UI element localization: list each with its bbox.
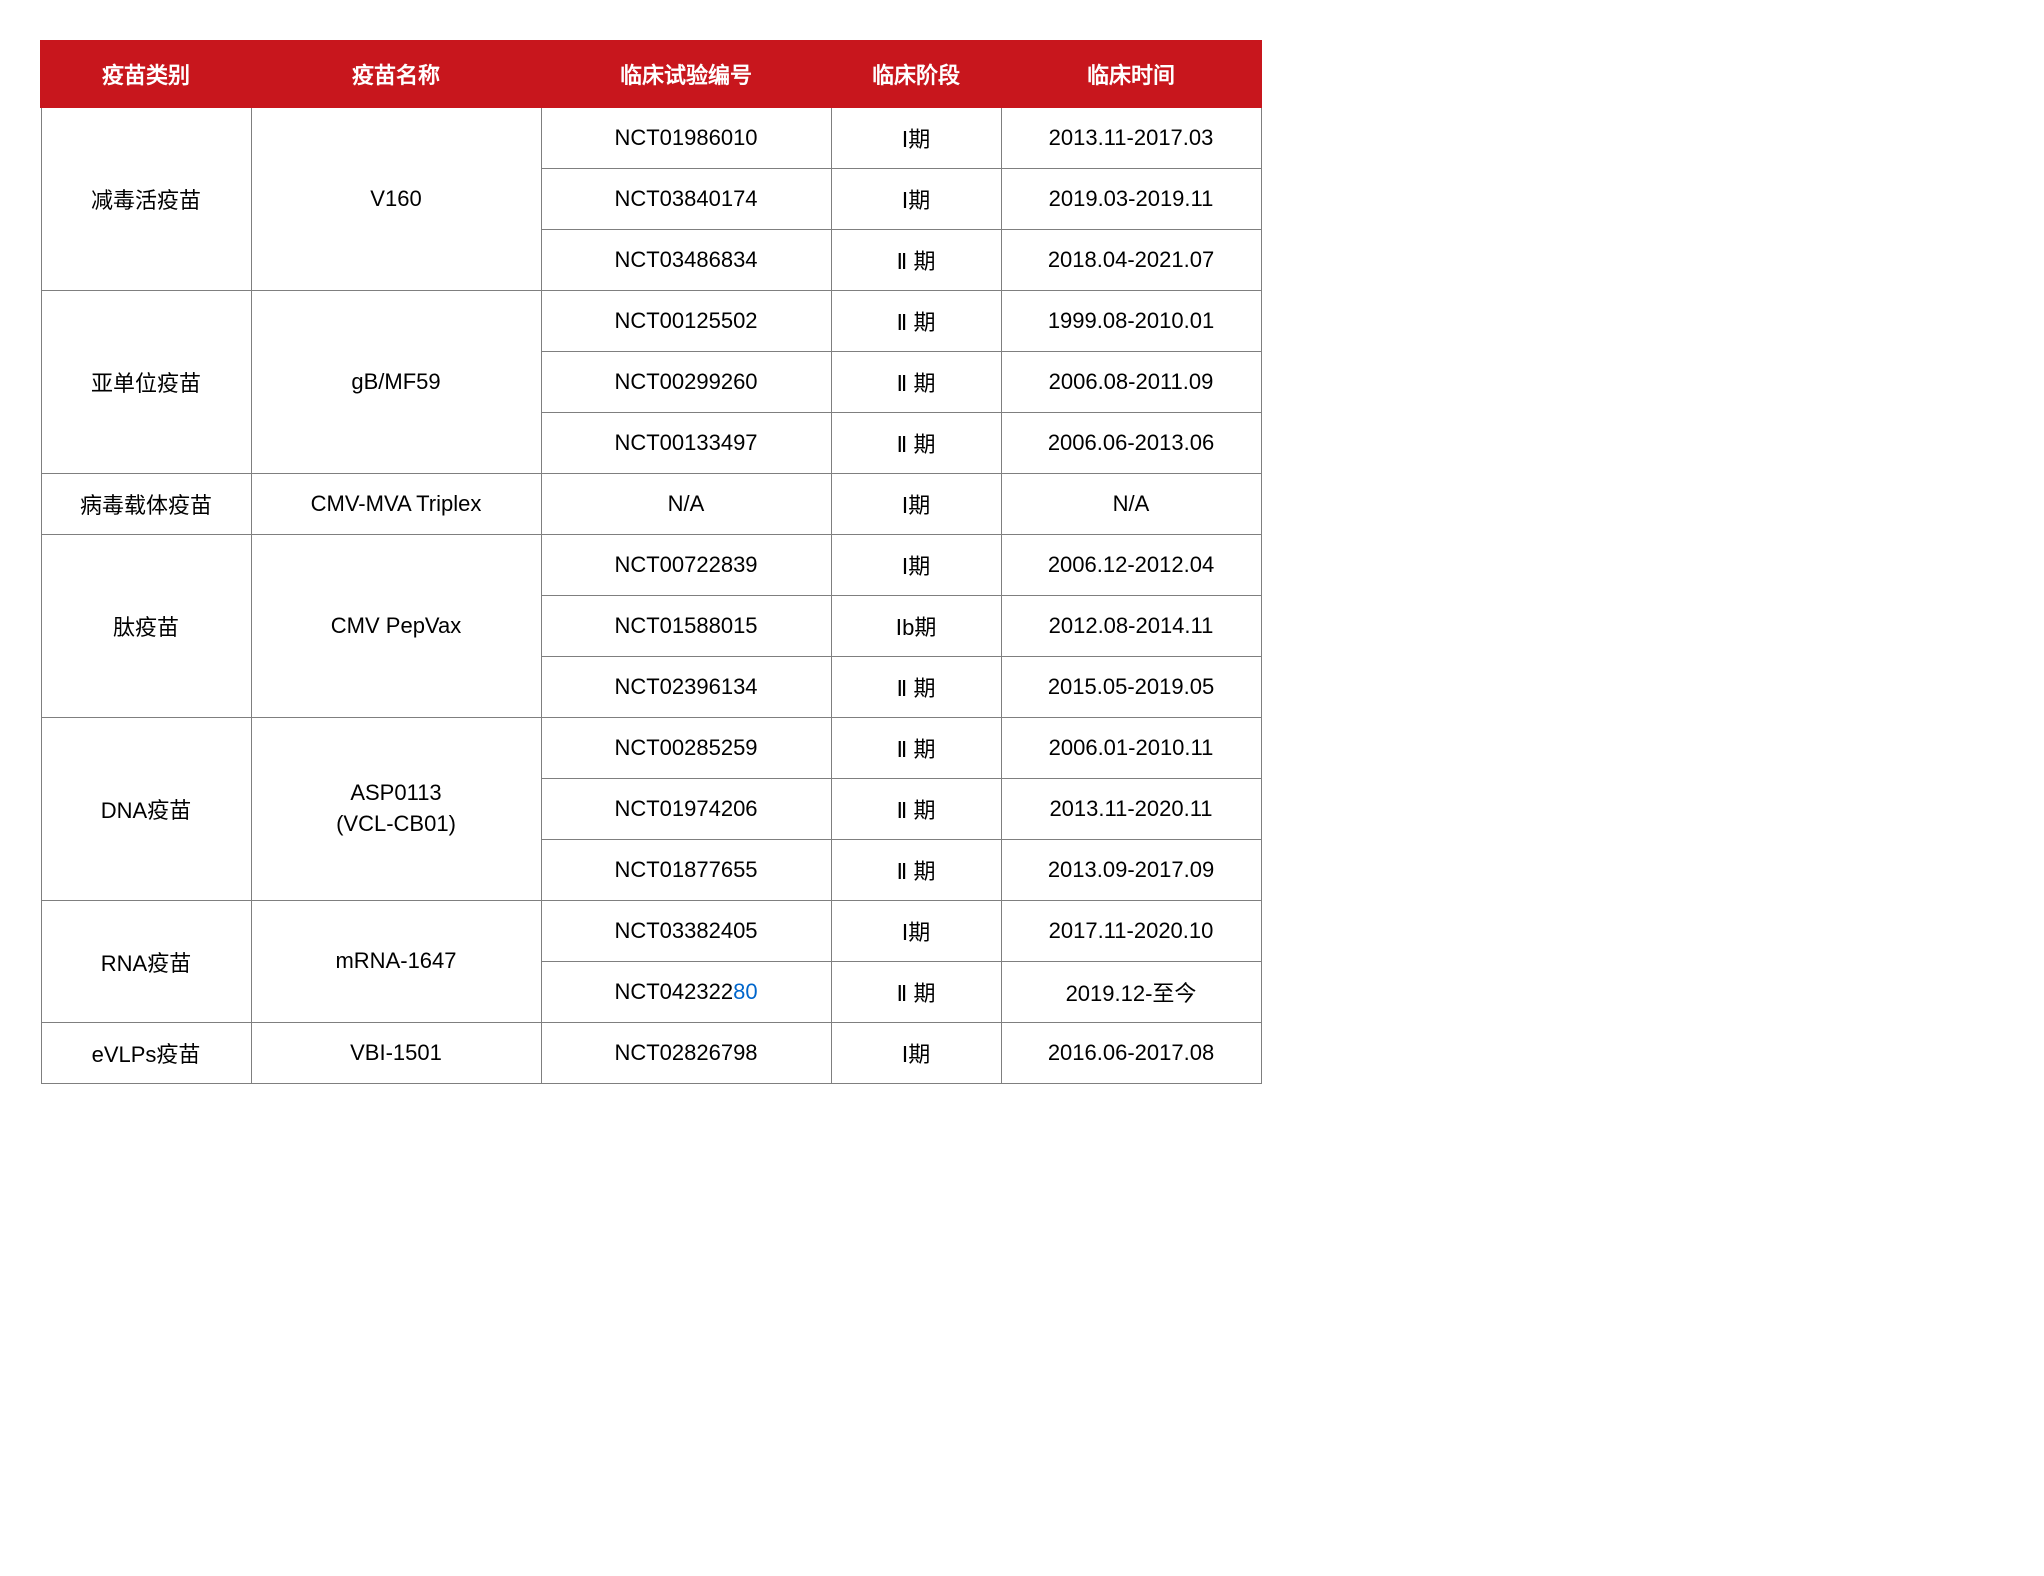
cell-trial-id: NCT00299260 (541, 352, 831, 413)
cell-period: 2017.11-2020.10 (1001, 901, 1261, 962)
cell-trial-id: N/A (541, 474, 831, 535)
cell-name: mRNA-1647 (251, 901, 541, 1023)
cell-period: 2015.05-2019.05 (1001, 657, 1261, 718)
cell-trial-id: NCT03382405 (541, 901, 831, 962)
cell-period: 2013.11-2017.03 (1001, 107, 1261, 169)
cell-phase: Ⅱ 期 (831, 779, 1001, 840)
col-header-category: 疫苗类别 (41, 41, 251, 107)
cell-phase: Ⅰ期 (831, 901, 1001, 962)
trial-id-text: NCT042322 (614, 979, 733, 1004)
table-body: 减毒活疫苗V160NCT01986010Ⅰ期2013.11-2017.03NCT… (41, 107, 1261, 1084)
cell-category: 肽疫苗 (41, 535, 251, 718)
cell-period: 2013.09-2017.09 (1001, 840, 1261, 901)
cell-trial-id: NCT02396134 (541, 657, 831, 718)
table-row: 亚单位疫苗gB/MF59NCT00125502Ⅱ 期1999.08-2010.0… (41, 291, 1261, 352)
cell-trial-id: NCT01588015 (541, 596, 831, 657)
cell-period: 2012.08-2014.11 (1001, 596, 1261, 657)
cell-trial-id: NCT00133497 (541, 413, 831, 474)
cell-name: gB/MF59 (251, 291, 541, 474)
table-row: RNA疫苗mRNA-1647NCT03382405Ⅰ期2017.11-2020.… (41, 901, 1261, 962)
cell-period: 2018.04-2021.07 (1001, 230, 1261, 291)
cell-category: 病毒载体疫苗 (41, 474, 251, 535)
cell-phase: Ⅰ期 (831, 1023, 1001, 1084)
cell-category: 亚单位疫苗 (41, 291, 251, 474)
cell-period: 2006.06-2013.06 (1001, 413, 1261, 474)
cell-trial-id: NCT00125502 (541, 291, 831, 352)
cell-trial-id: NCT03840174 (541, 169, 831, 230)
cell-trial-id: NCT00285259 (541, 718, 831, 779)
cell-phase: Ⅱ 期 (831, 413, 1001, 474)
cell-category: eVLPs疫苗 (41, 1023, 251, 1084)
cell-trial-id: NCT01877655 (541, 840, 831, 901)
cell-category: DNA疫苗 (41, 718, 251, 901)
col-header-trial-id: 临床试验编号 (541, 41, 831, 107)
cell-phase: Ⅱ 期 (831, 352, 1001, 413)
table-row: 减毒活疫苗V160NCT01986010Ⅰ期2013.11-2017.03 (41, 107, 1261, 169)
cell-trial-id: NCT00722839 (541, 535, 831, 596)
col-header-period: 临床时间 (1001, 41, 1261, 107)
cell-period: N/A (1001, 474, 1261, 535)
table-row: eVLPs疫苗VBI-1501NCT02826798Ⅰ期2016.06-2017… (41, 1023, 1261, 1084)
table-row: 肽疫苗CMV PepVaxNCT00722839Ⅰ期2006.12-2012.0… (41, 535, 1261, 596)
trial-id-link[interactable]: 80 (733, 979, 757, 1004)
cell-category: 减毒活疫苗 (41, 107, 251, 291)
cell-period: 2019.03-2019.11 (1001, 169, 1261, 230)
cell-period: 1999.08-2010.01 (1001, 291, 1261, 352)
cell-trial-id: NCT04232280 (541, 962, 831, 1023)
cell-trial-id: NCT01986010 (541, 107, 831, 169)
cell-name: ASP0113(VCL-CB01) (251, 718, 541, 901)
cell-phase: Ⅱ 期 (831, 718, 1001, 779)
cell-category: RNA疫苗 (41, 901, 251, 1023)
cell-phase: Ⅱ 期 (831, 291, 1001, 352)
cell-period: 2006.01-2010.11 (1001, 718, 1261, 779)
cell-phase: Ⅰ期 (831, 169, 1001, 230)
cell-phase: Ⅱ 期 (831, 962, 1001, 1023)
cell-phase: Ⅰb期 (831, 596, 1001, 657)
cell-phase: Ⅰ期 (831, 535, 1001, 596)
cell-phase: Ⅰ期 (831, 107, 1001, 169)
cell-period: 2016.06-2017.08 (1001, 1023, 1261, 1084)
cell-trial-id: NCT02826798 (541, 1023, 831, 1084)
cell-name: CMV PepVax (251, 535, 541, 718)
cell-period: 2013.11-2020.11 (1001, 779, 1261, 840)
cell-trial-id: NCT01974206 (541, 779, 831, 840)
vaccine-trials-table: 疫苗类别 疫苗名称 临床试验编号 临床阶段 临床时间 减毒活疫苗V160NCT0… (40, 40, 1262, 1084)
table-row: DNA疫苗ASP0113(VCL-CB01)NCT00285259Ⅱ 期2006… (41, 718, 1261, 779)
cell-trial-id: NCT03486834 (541, 230, 831, 291)
cell-phase: Ⅱ 期 (831, 657, 1001, 718)
cell-phase: Ⅱ 期 (831, 230, 1001, 291)
table-header: 疫苗类别 疫苗名称 临床试验编号 临床阶段 临床时间 (41, 41, 1261, 107)
cell-period: 2006.08-2011.09 (1001, 352, 1261, 413)
table-row: 病毒载体疫苗CMV-MVA TriplexN/AⅠ期N/A (41, 474, 1261, 535)
cell-period: 2019.12-至今 (1001, 962, 1261, 1023)
cell-name: CMV-MVA Triplex (251, 474, 541, 535)
cell-period: 2006.12-2012.04 (1001, 535, 1261, 596)
col-header-name: 疫苗名称 (251, 41, 541, 107)
cell-name: VBI-1501 (251, 1023, 541, 1084)
cell-phase: Ⅰ期 (831, 474, 1001, 535)
cell-name: V160 (251, 107, 541, 291)
cell-phase: Ⅱ 期 (831, 840, 1001, 901)
col-header-phase: 临床阶段 (831, 41, 1001, 107)
